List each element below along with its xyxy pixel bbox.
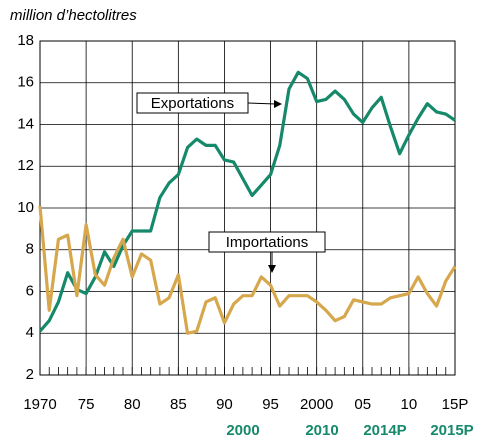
y-tick-label: 18 [17, 32, 34, 49]
footer-label: 2015P [430, 422, 473, 438]
x-tick-label: 80 [124, 396, 141, 413]
arrow-head [268, 265, 276, 273]
y-tick-label: 16 [17, 74, 34, 91]
y-axis-label: million d’hectolitres [10, 7, 137, 24]
legend-box [208, 231, 326, 253]
y-tick-label: 14 [17, 115, 34, 132]
x-tick-label: 75 [78, 396, 95, 413]
footer-label: 2000 [226, 422, 259, 438]
x-tick-label: 1970 [23, 396, 56, 413]
x-tick-label: 90 [216, 396, 233, 413]
legend-label: Exportations [151, 95, 234, 112]
y-tick-label: 10 [17, 199, 34, 216]
y-tick-label: 8 [26, 241, 34, 258]
x-tick-label: 10 [401, 396, 418, 413]
footer-label: 2014P [363, 422, 406, 438]
x-tick-label: 05 [354, 396, 371, 413]
footer-label: 2010 [305, 422, 338, 438]
x-tick-label: 95 [262, 396, 279, 413]
y-tick-label: 6 [26, 282, 34, 299]
x-tick-label: 15P [442, 396, 469, 413]
series-line [38, 205, 457, 335]
legend-arrow [247, 102, 277, 105]
y-tick-label: 12 [17, 157, 34, 174]
x-tick-label: 2000 [300, 396, 333, 413]
x-tick-label: 85 [170, 396, 187, 413]
series-line [38, 70, 456, 333]
legend-label: Importations [226, 234, 309, 251]
arrow-head [274, 100, 282, 108]
y-tick-label: 4 [26, 324, 34, 341]
y-tick-label: 2 [26, 366, 34, 383]
